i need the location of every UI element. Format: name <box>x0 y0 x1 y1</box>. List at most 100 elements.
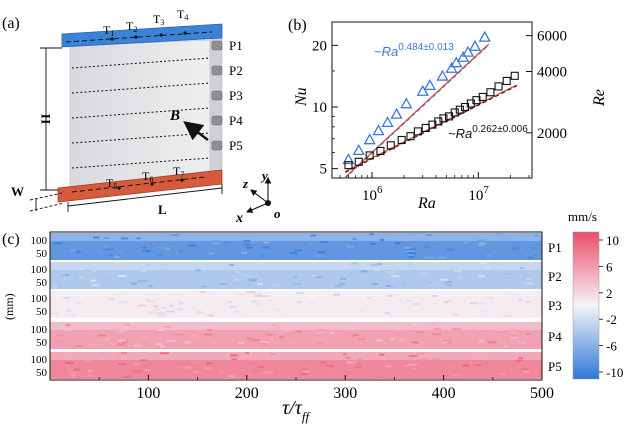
heatmap-speckle <box>68 371 78 374</box>
heatmap-speckle <box>173 333 183 336</box>
heatmap-speckle <box>274 325 280 328</box>
heatmap-speckle <box>377 262 382 265</box>
heatmap-speckle <box>308 241 313 244</box>
heatmap-speckle <box>141 355 150 358</box>
heatmap-speckle <box>157 314 167 317</box>
heatmap-speckle <box>297 247 304 250</box>
thermistor-t6: T6 <box>142 169 153 184</box>
heatmap-speckle <box>70 314 76 317</box>
panel-a: (a) P1 P2 P3 P4 <box>2 7 281 226</box>
heatmap-y-label: (mm) <box>2 293 16 320</box>
heatmap-speckle <box>94 250 104 253</box>
heatmap-speckle <box>204 291 213 294</box>
heatmap-speckle <box>398 299 403 302</box>
heatmap-speckle <box>386 294 393 297</box>
heatmap-speckle <box>99 352 105 355</box>
heatmap-speckle <box>247 337 252 340</box>
heatmap-speckle <box>437 256 447 259</box>
heatmap-speckle <box>301 360 310 363</box>
heatmap-speckle <box>283 314 289 317</box>
heatmap-speckle <box>315 254 324 257</box>
heatmap-speckle <box>446 283 452 286</box>
heatmap-speckle <box>397 296 403 299</box>
magnetic-field-arrow <box>183 121 209 141</box>
heatmap-speckle <box>142 249 151 252</box>
heatmap-speckle <box>233 272 238 275</box>
colorbar-tick-label: -6 <box>606 339 617 354</box>
heatmap-speckle <box>379 353 385 356</box>
heatmap-speckle <box>92 236 100 239</box>
x-axis-label-ra: Ra <box>417 195 436 212</box>
heatmap-speckle <box>143 364 149 367</box>
heatmap-speckle <box>248 240 258 243</box>
point-re <box>450 56 463 68</box>
heatmap-speckle <box>518 299 523 302</box>
colorbar-tick-label: 2 <box>606 286 613 301</box>
heatmap-speckle <box>443 339 452 342</box>
fit-lines <box>344 43 518 179</box>
heatmap-speckle <box>290 341 299 344</box>
heatmap-speckle <box>477 244 486 247</box>
bottom-thermistor-dots <box>117 178 184 190</box>
heatmap-x-label: τ/τff <box>282 397 311 424</box>
heatmap-xtick-label: 100 <box>136 385 160 402</box>
heatmap-speckle <box>64 356 71 359</box>
heatmap-speckle <box>64 273 69 276</box>
heatmap-speckle <box>219 283 228 286</box>
heatmap-speckle <box>148 293 153 296</box>
y-axis-label-re: Re <box>591 89 608 107</box>
heatmap-speckle <box>117 363 127 366</box>
heatmap-speckle <box>219 301 226 304</box>
heatmap-speckle <box>445 248 454 251</box>
heatmap-speckle <box>65 247 71 250</box>
heatmap-speckle <box>123 375 132 378</box>
plot-b-frame <box>331 21 533 179</box>
xtick-label: 106 <box>362 184 383 204</box>
thermistor-t5: T5 <box>106 176 117 191</box>
heatmap-speckle <box>253 369 259 372</box>
heatmap-speckle <box>169 304 175 307</box>
heatmap-speckle <box>251 300 258 303</box>
heatmap-speckle <box>269 352 277 355</box>
heatmap-speckle <box>227 300 233 303</box>
point-nu <box>344 161 353 170</box>
ytick-left-label: 10 <box>312 100 327 116</box>
heatmap-speckle <box>75 302 82 305</box>
heatmap-speckle <box>200 299 206 302</box>
heatmap-speckle <box>500 262 507 265</box>
panel-label-a: (a) <box>2 15 20 32</box>
heatmap-speckle <box>342 265 348 268</box>
heatmap-speckle <box>390 284 396 287</box>
heatmap-speckle <box>375 375 385 378</box>
panel-b: (b) 5 10 20 2000 4000 6000 106 107 Nu Re Ra ~Ra… <box>288 17 608 212</box>
heatmap-speckle <box>195 269 201 272</box>
heatmap-speckle <box>116 330 124 333</box>
heatmap-row-separator <box>50 289 542 291</box>
heatmap-speckle <box>257 366 265 369</box>
heatmap-speckle <box>233 352 240 355</box>
heatmap-speckle <box>533 254 539 257</box>
coordinate-axes <box>245 176 272 213</box>
heatmap-xtick-label: 500 <box>530 385 554 402</box>
origin-dot <box>265 200 271 206</box>
heatmap-row-band <box>50 262 542 270</box>
point-re <box>363 133 376 145</box>
point-re <box>381 116 394 128</box>
heatmap-speckle <box>525 300 531 303</box>
heatmap-speckle <box>533 234 539 237</box>
heatmap-speckle <box>263 241 270 244</box>
point-nu <box>413 127 422 136</box>
y-axis-label-nu: Nu <box>293 87 310 107</box>
heatmap-speckle <box>406 250 415 253</box>
heatmap-speckle <box>259 342 267 345</box>
heatmap-speckle <box>181 282 189 285</box>
heatmap-speckle <box>479 301 487 304</box>
heatmap-speckle <box>155 343 162 346</box>
point-re <box>445 61 458 73</box>
probe-labels: P1 P2 P3 P4 P5 <box>229 38 243 153</box>
heatmap-speckle <box>405 249 413 252</box>
heatmap-xtick-label: 400 <box>432 385 456 402</box>
heatmap-speckle <box>188 244 197 247</box>
heatmap-speckle <box>144 369 151 372</box>
heatmap-speckle <box>229 353 236 356</box>
